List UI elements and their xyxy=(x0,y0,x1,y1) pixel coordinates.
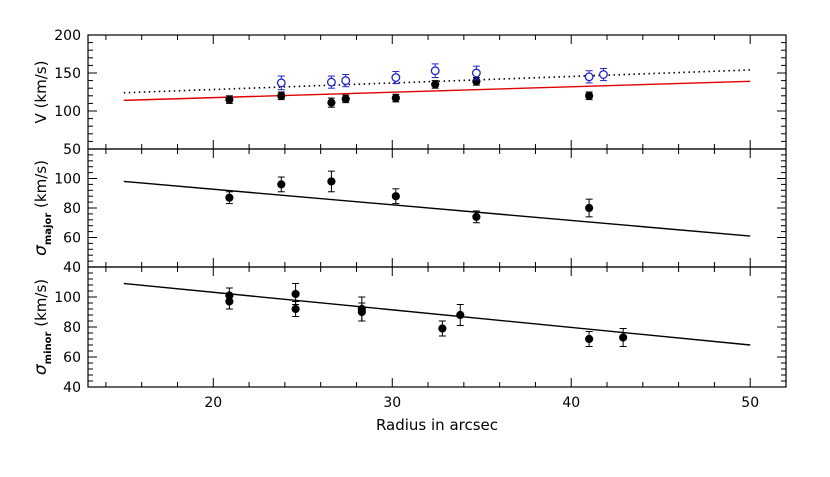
data-point xyxy=(585,198,594,218)
y-axis-title: V (km/s) xyxy=(32,61,50,124)
point-marker-open xyxy=(276,78,286,88)
x-tick-label: 30 xyxy=(383,395,401,411)
point-marker-filled xyxy=(391,192,400,201)
point-marker-filled xyxy=(225,297,234,306)
data-point xyxy=(585,331,594,347)
point-marker-open xyxy=(326,77,336,87)
point-marker-open xyxy=(584,72,594,82)
y-tick-label: 50 xyxy=(63,142,81,158)
point-marker-filled xyxy=(472,212,481,221)
x-tick-label: 20 xyxy=(204,395,222,411)
point-marker-filled xyxy=(391,93,400,103)
point-marker-filled xyxy=(585,334,594,344)
y-tick-label: 60 xyxy=(63,231,81,247)
data-point xyxy=(472,210,481,224)
data-point xyxy=(598,67,608,82)
model-line-solid xyxy=(123,180,751,237)
y-axis-title: σminor (km/s) xyxy=(31,279,54,375)
panel-velocity: 50 100 150 200 V (km/s) xyxy=(32,28,787,158)
data-point xyxy=(430,63,440,79)
point-marker-filled xyxy=(291,304,300,314)
panel-frame xyxy=(87,148,787,268)
y-tick-label: 100 xyxy=(54,290,81,306)
data-point xyxy=(225,191,234,205)
point-marker-filled xyxy=(327,98,336,107)
data-point xyxy=(438,320,447,337)
x-tick-label: 40 xyxy=(562,395,580,411)
y-tick-label: 40 xyxy=(63,380,81,396)
model-line-solid xyxy=(123,282,751,346)
point-marker-filled xyxy=(291,289,300,299)
data-point xyxy=(584,70,594,84)
panel-frame xyxy=(87,34,787,150)
data-point xyxy=(471,65,481,81)
data-point xyxy=(391,70,401,85)
point-marker-filled xyxy=(327,177,336,186)
y-tick-label: 40 xyxy=(63,260,81,276)
data-point xyxy=(291,301,300,317)
data-point xyxy=(326,75,336,89)
data-point xyxy=(327,97,336,108)
data-point xyxy=(391,188,400,205)
point-marker-open xyxy=(391,73,401,83)
point-marker-filled xyxy=(619,333,628,342)
data-point xyxy=(225,293,234,310)
point-marker-filled xyxy=(438,324,447,333)
y-tick-label: 100 xyxy=(54,104,81,120)
data-point xyxy=(277,91,286,101)
x-axis-title: Radius in arcsec xyxy=(376,416,498,434)
point-marker-filled xyxy=(341,94,350,103)
y-tick-label: 80 xyxy=(63,201,81,217)
data-point xyxy=(585,91,594,101)
data-point xyxy=(341,74,351,88)
point-marker-open xyxy=(341,76,351,86)
point-marker-open xyxy=(598,70,608,79)
data-point xyxy=(276,75,286,91)
data-point xyxy=(277,176,286,193)
panel-frame xyxy=(87,266,787,388)
point-marker-filled xyxy=(585,203,594,213)
data-point xyxy=(431,80,440,89)
point-marker-open xyxy=(430,66,440,76)
y-tick-label: 200 xyxy=(54,28,81,44)
point-marker-filled xyxy=(225,193,234,202)
y-tick-label: 60 xyxy=(63,350,81,366)
data-point xyxy=(456,304,465,326)
y-tick-label: 100 xyxy=(54,172,81,188)
point-marker-open xyxy=(471,68,481,78)
point-marker-filled xyxy=(456,310,465,320)
point-marker-filled xyxy=(585,91,594,100)
point-marker-filled xyxy=(357,307,366,317)
data-point xyxy=(619,328,628,347)
point-marker-filled xyxy=(277,180,286,189)
point-marker-filled xyxy=(431,80,440,89)
data-point xyxy=(357,302,366,322)
data-point xyxy=(225,95,234,104)
x-tick-label: 50 xyxy=(741,395,759,411)
data-point xyxy=(327,170,336,193)
point-marker-filled xyxy=(225,95,234,104)
point-marker-filled xyxy=(277,91,286,100)
data-point xyxy=(391,93,400,103)
y-tick-label: 80 xyxy=(63,320,81,336)
y-axis-title: σmajor (km/s) xyxy=(31,160,54,256)
y-tick-label: 150 xyxy=(54,66,81,82)
data-point xyxy=(341,94,350,104)
